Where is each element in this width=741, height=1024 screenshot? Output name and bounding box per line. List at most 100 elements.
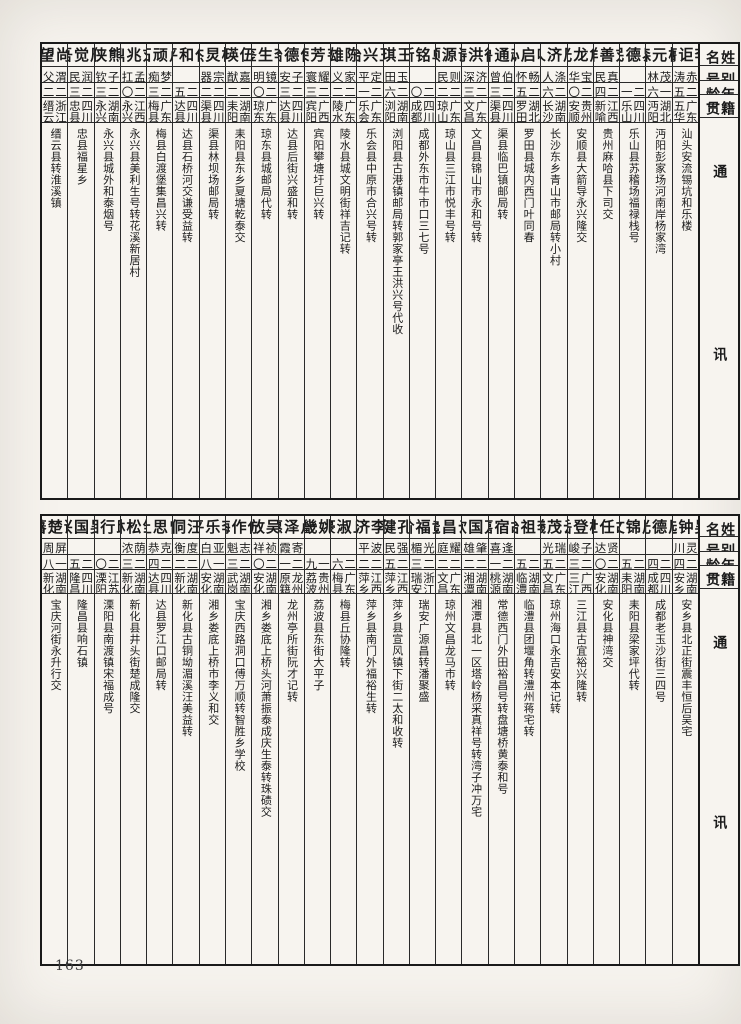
native-cell: 广东陵水 bbox=[331, 98, 357, 123]
entry-column: 詹龙光宝华二〇贵州安顺安顺县大箭导永兴隆交 bbox=[566, 44, 593, 498]
address-header-label: 通讯处 bbox=[711, 635, 728, 964]
native-value: 湖南新化 bbox=[120, 571, 147, 594]
name-value: 赵通鲁 bbox=[489, 47, 514, 63]
entry-column: 云昌毚耀庭二二广东文昌琼州文昌龙马市转 bbox=[435, 516, 462, 964]
address-value: 缙云县转淮溪镇 bbox=[49, 127, 63, 209]
entry-column: 杨登岳子峻二三广西三江三江县古宜裕兴隆转 bbox=[566, 516, 593, 964]
name-cell: 吴放 bbox=[252, 516, 278, 539]
name-value: 杨炅杰 bbox=[200, 47, 225, 63]
age-cell: 二五 bbox=[672, 83, 698, 99]
address-cell: 琼州海口永吉安本记转 bbox=[541, 594, 566, 964]
name-value: 韦芳荣 bbox=[305, 47, 330, 63]
alias-value: 志魁 bbox=[225, 542, 252, 554]
entry-column: 李生鉴镜明二〇广东琼东琼东县城邮局代转 bbox=[251, 44, 278, 498]
name-value: 傅作梅 bbox=[226, 519, 251, 535]
alias-header-label: 别号 bbox=[704, 543, 736, 553]
address-cell: 罗田县城内西门叶同春 bbox=[515, 123, 540, 498]
address-cell: 陵水县城文明街祥吉记转 bbox=[331, 123, 356, 498]
entry-column: 谢楚藩屏周一八湖南新化宝庆河街永升行交 bbox=[41, 516, 68, 964]
name-value: 周济人 bbox=[541, 47, 566, 63]
alias-value: 光楣 bbox=[409, 542, 436, 554]
alias-cell: 荫浓 bbox=[120, 539, 147, 555]
name-cell: 熊侠 bbox=[94, 44, 120, 68]
native-cell: 湖南武岗 bbox=[225, 570, 252, 594]
address-cell: 湘乡娄底上桥头河萧振泰成庆生泰转珠碛交 bbox=[252, 594, 277, 964]
native-value: 四川乐山 bbox=[620, 100, 646, 123]
address-value: 浏阳县古港镇邮局转郭家亭王洪兴号代收 bbox=[390, 127, 404, 335]
age-value: 二〇 bbox=[252, 557, 278, 570]
native-value: 广东乐会 bbox=[357, 100, 383, 123]
address-value: 乐山县苏稽场福禄栈号 bbox=[627, 127, 641, 243]
name-cell: 孔健 bbox=[383, 516, 409, 539]
entry-column: 刘兆鼎孟扛二〇江西永兴永兴县美利生号转花溪新居村 bbox=[119, 44, 147, 498]
name-cell: 尚望 bbox=[41, 44, 68, 68]
address-cell: 琼东县城邮局代转 bbox=[252, 123, 277, 498]
native-cell: 广东琼东 bbox=[252, 98, 278, 123]
alias-cell: 润民 bbox=[68, 67, 94, 84]
native-value: 广东琼东 bbox=[252, 100, 278, 123]
alias-cell bbox=[331, 539, 357, 555]
native-cell: 广东文昌 bbox=[462, 98, 488, 123]
name-value: 吴钟选 bbox=[673, 519, 698, 535]
age-value: 二一 bbox=[488, 557, 515, 570]
entry-column: 周德光二四四川成都成都老玉沙街三四号 bbox=[645, 516, 672, 964]
alias-cell: 定平 bbox=[357, 67, 383, 84]
name-cell: 邱行湘 bbox=[94, 516, 120, 539]
native-value: 广东梅县 bbox=[331, 571, 357, 594]
address-cell: 安化县神湾交 bbox=[594, 594, 619, 964]
address-value: 渠县临巴镇邮局转 bbox=[495, 127, 509, 220]
age-value: 二五 bbox=[541, 557, 567, 570]
alias-value: 济深 bbox=[462, 70, 488, 83]
name-value: 卢泽惠 bbox=[279, 519, 304, 535]
age-cell: 二二 bbox=[357, 555, 383, 570]
address-cell: 安乡县北正街震丰恒后吴宅 bbox=[673, 594, 698, 964]
alias-value: 梦痴 bbox=[147, 70, 173, 83]
address-cell: 耒阳县梁家坪代转 bbox=[620, 594, 645, 964]
name-cell: 汪侗 bbox=[173, 516, 199, 539]
entry-column: 韦芳荣耀寰二三广西宾阳宾阳攀塘圩巨兴转 bbox=[303, 44, 331, 498]
address-cell: 浏阳县古港镇邮局转郭家亭王洪兴号代收 bbox=[384, 123, 409, 498]
name-value: 周德光 bbox=[646, 519, 671, 535]
native-cell: 湖南耒阳 bbox=[225, 98, 252, 123]
age-cell: 二三 bbox=[462, 83, 488, 99]
native-cell: 贵州荔波 bbox=[304, 570, 331, 594]
native-cell: 湖北沔阳 bbox=[646, 98, 672, 123]
native-cell: 湖南安化 bbox=[593, 570, 620, 594]
alias-value: 茂林 bbox=[646, 70, 672, 83]
alias-value: 子钦 bbox=[94, 70, 120, 83]
age-cell: 二二 bbox=[225, 83, 252, 99]
address-value: 成都外东市牛市口三七号 bbox=[417, 127, 431, 255]
age-value: 二五 bbox=[173, 86, 199, 98]
age-value: 二二 bbox=[331, 86, 357, 98]
alias-cell: 镜明 bbox=[252, 67, 278, 84]
alias-value: 度衡 bbox=[173, 542, 199, 554]
native-value: 湖南长沙 bbox=[541, 100, 567, 123]
entry-column: 孔健 强民 二五 江西萍乡 萍乡县宣风镇下街二太和收转 bbox=[382, 516, 409, 964]
address-value: 安乡县北正街震丰恒后吴宅 bbox=[679, 598, 693, 737]
age-value: 二五 bbox=[383, 557, 409, 570]
entry-column: 伍瑛 嘉猷 二二 湖南耒阳 耒阳县东乡夏塘乾泰交 bbox=[224, 44, 252, 498]
age-value: 二五 bbox=[68, 557, 94, 570]
native-cell: 四川达县 bbox=[147, 570, 173, 594]
native-value: 贵州安顺 bbox=[567, 100, 593, 123]
name-cell: 刘兆鼎 bbox=[120, 44, 147, 68]
address-cell: 贵州麻哈县下司交 bbox=[594, 123, 619, 498]
native-cell: 湖南新化 bbox=[120, 570, 147, 594]
name-cell: 周德光 bbox=[646, 516, 672, 539]
alias-value: 寄霞 bbox=[278, 542, 304, 554]
address-cell: 三江县古宜裕兴隆转 bbox=[568, 594, 593, 964]
alias-cell bbox=[94, 539, 120, 555]
native-value: 湖南桃源 bbox=[488, 571, 515, 594]
entry-column: 周锦文二五湖南耒阳耒阳县梁家坪代转 bbox=[619, 516, 646, 964]
alias-value: 孟扛 bbox=[120, 70, 147, 83]
address-cell: 梅县丘协隆转 bbox=[331, 594, 356, 964]
entry-column: 汪侗 度衡 二二 湖南新化 新化县古铜坳湄溪汪美益转 bbox=[172, 516, 199, 964]
alias-cell bbox=[68, 539, 94, 555]
name-value: 伍瑛 bbox=[225, 47, 252, 63]
native-cell: 四川乐山 bbox=[620, 98, 646, 123]
entry-column: 刘善祥真民二四江西新喻贵州麻哈县下司交 bbox=[592, 44, 620, 498]
name-cell: 胡宿嘉 bbox=[488, 516, 515, 539]
name-cell: 李济 bbox=[357, 516, 383, 539]
age-value: 二二 bbox=[436, 557, 462, 570]
native-cell: 湖南临澧 bbox=[515, 570, 541, 594]
